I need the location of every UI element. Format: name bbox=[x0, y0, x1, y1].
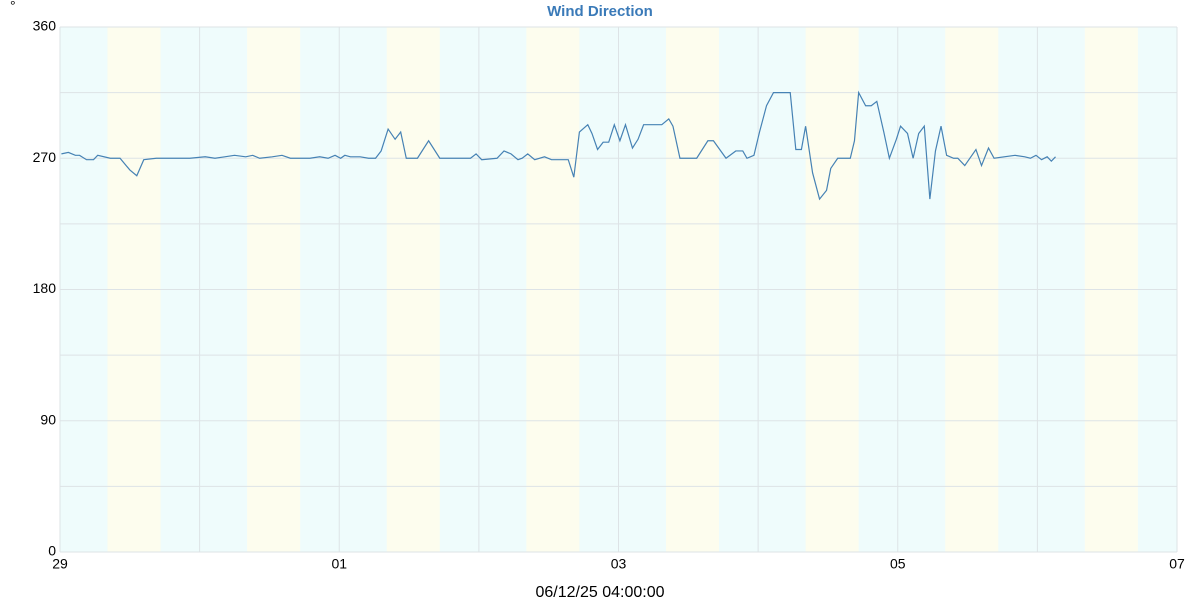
y-tick-label: 0 bbox=[48, 543, 56, 559]
y-tick-label: 270 bbox=[33, 149, 57, 165]
x-tick-label: 01 bbox=[331, 556, 347, 572]
chart-title: Wind Direction bbox=[547, 3, 653, 20]
y-tick-label: 360 bbox=[33, 18, 57, 34]
y-tick-label: 180 bbox=[33, 280, 57, 296]
x-tick-label: 03 bbox=[611, 556, 627, 572]
y-tick-label: 90 bbox=[40, 411, 56, 427]
x-tick-label: 05 bbox=[890, 556, 906, 572]
x-tick-label: 29 bbox=[52, 556, 68, 572]
data-line bbox=[61, 90, 1056, 201]
x-tick-label: 07 bbox=[1169, 556, 1185, 572]
y-unit: ° bbox=[10, 0, 16, 14]
x-axis-label: 06/12/25 04:00:00 bbox=[535, 584, 664, 600]
